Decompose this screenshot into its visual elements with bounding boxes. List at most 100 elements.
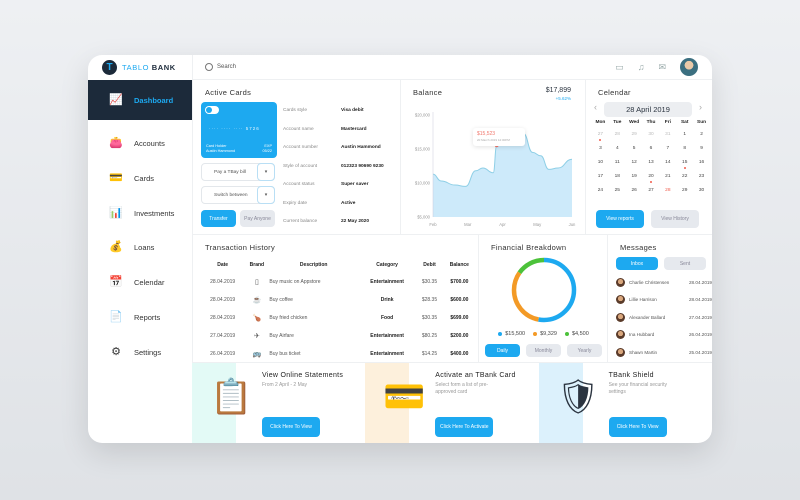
promo-button[interactable]: Click Here To View [262, 417, 320, 437]
pay-bill-select[interactable]: Pay a TBay bill ▾ [201, 163, 275, 181]
calendar-day[interactable]: 4 [615, 146, 619, 151]
bank-card[interactable]: ···· ···· ···· 5726 Card Holder Austin Ha… [201, 102, 277, 158]
sidebar-item-celendar[interactable]: 📅 Celendar [88, 262, 192, 302]
calendar-day[interactable]: 5 [632, 146, 636, 151]
calendar-day[interactable]: 27 [592, 130, 609, 142]
message-date: 26.04.2019 [689, 332, 712, 337]
calendar-day[interactable]: 12 [631, 160, 637, 165]
calendar-day[interactable]: 11 [614, 160, 620, 165]
calendar-day[interactable]: 1 [683, 132, 687, 137]
donut-segment[interactable] [511, 257, 577, 323]
calendar-day[interactable]: 18 [614, 174, 620, 179]
sidebar-item-investments[interactable]: 📊 Investments [88, 193, 192, 233]
calendar-day[interactable]: 28 [614, 132, 620, 137]
view-history-button[interactable]: View History [651, 210, 699, 228]
weekday-label: Wed [629, 120, 640, 125]
sidebar-item-cards[interactable]: 💳 Cards [88, 158, 192, 198]
breakdown-donut [511, 257, 577, 323]
sidebar-item-label: Settings [134, 347, 162, 357]
breakdown-tab-monthly[interactable]: Monthly [526, 344, 561, 357]
calendar-day[interactable]: 6 [649, 146, 653, 151]
calendar-day[interactable]: 30 [698, 188, 705, 193]
calendar-day[interactable]: 20 [643, 172, 660, 184]
promo-button[interactable]: Click Here To View [608, 417, 667, 437]
y-tick-label: $10,000 [415, 181, 431, 186]
calendar-day[interactable]: 3 [599, 146, 602, 151]
calendar-day[interactable]: 29 [631, 132, 637, 137]
view-reports-button[interactable]: View reports [596, 210, 644, 228]
sent-tab[interactable]: Sent [664, 257, 706, 270]
sidebar-item-settings[interactable]: ⚙ Settings [88, 332, 192, 372]
donut-segment[interactable] [511, 257, 577, 323]
calendar-day[interactable]: 23 [698, 174, 705, 179]
calendar-day[interactable]: 14 [665, 160, 671, 165]
table-row[interactable]: 28.04.2019 🍗 Buy fried chicken Food $30.35 $6… [201, 309, 476, 327]
calendar-day[interactable]: 29 [682, 188, 688, 193]
sidebar-item-reports[interactable]: 📄 Reports [88, 297, 192, 337]
sidebar-item-dashboard[interactable]: 📈 Dashboard [88, 80, 192, 120]
search-icon [205, 63, 213, 71]
message-item[interactable]: Charlie Christensen 28.04.2019 [616, 273, 712, 291]
search-input[interactable]: Search [205, 63, 236, 71]
calendar-day[interactable]: 19 [631, 174, 637, 179]
chat-icon[interactable]: ▭ [615, 61, 624, 72]
mail-icon[interactable]: ✉ [658, 61, 666, 72]
calendar-day[interactable]: 7 [666, 146, 670, 151]
card-toggle[interactable] [205, 106, 219, 114]
calendar-day[interactable]: 26 [631, 188, 637, 193]
breakdown-tab-yearly[interactable]: Yearly [567, 344, 602, 357]
balance-title: Balance [413, 88, 443, 97]
calendar-day[interactable]: 10 [597, 160, 604, 165]
calendar-day[interactable]: 22 [682, 174, 688, 179]
messages-panel: Messages Inbox Sent Charlie Christensen 2… [607, 235, 712, 363]
category-cell: Food [381, 315, 394, 321]
calendar-day[interactable]: 2 [700, 132, 703, 137]
breakdown-tab-daily[interactable]: Daily [485, 344, 520, 357]
chevron-left-icon[interactable]: ‹ [594, 102, 597, 112]
calendar-day[interactable]: 31 [665, 132, 671, 137]
calendar-day[interactable]: 13 [648, 160, 654, 165]
table-row[interactable]: 28.04.2019 ▯ Buy music on Appstore Entertai… [201, 273, 476, 291]
y-tick-label: $20,000 [415, 113, 431, 118]
calendar-day[interactable]: 21 [665, 174, 671, 179]
calendar-day[interactable]: 16 [698, 160, 705, 165]
chevron-right-icon[interactable]: › [699, 102, 702, 112]
sidebar-item-accounts[interactable]: 👛 Accounts [88, 123, 192, 163]
pay-anyone-button[interactable]: Pay Anyone [240, 210, 275, 227]
message-date: 27.04.2019 [689, 314, 712, 320]
calendar-day[interactable]: 27 [648, 188, 654, 193]
logo[interactable]: T TABLO BANK [88, 55, 192, 80]
inbox-tab[interactable]: Inbox [616, 257, 658, 270]
calendar-day[interactable]: 8 [683, 146, 687, 151]
promo-text: From 2 April - 2 May [262, 382, 308, 388]
calendar-day[interactable]: 24 [597, 188, 604, 193]
balance-chart[interactable]: $5,000 $10,000 $15,000 $20,000 Feb Mar Apr May J… [401, 80, 586, 235]
active-cards-title: Active Cards [205, 88, 252, 97]
transfer-button[interactable]: Transfer [201, 210, 236, 227]
calendar-day[interactable]: 28 [665, 188, 671, 193]
message-item[interactable]: Alexander Ballard 27.04.2019 [616, 308, 712, 326]
brand-cell: ☕ [244, 291, 269, 309]
avatar[interactable] [680, 58, 698, 76]
promo-button[interactable]: Click Here To Activate [435, 417, 494, 437]
table-row[interactable]: 28.04.2019 ☕ Buy coffee Drink $28.35 $600.00 [201, 291, 476, 309]
message-item[interactable]: Lillie Harrison 28.04.2019 [616, 291, 712, 309]
switch-between-select[interactable]: Switch between ▾ [201, 186, 275, 204]
detail-label: Account name [283, 126, 314, 132]
balance-amount: $17,899 +5.62% [546, 87, 571, 101]
table-row[interactable]: 27.04.2019 ✈ Buy Airfare Entertainment $80.2… [201, 327, 476, 345]
bus-icon: 🚌 [252, 351, 262, 358]
calendar-day[interactable]: 25 [614, 188, 620, 193]
message-item[interactable]: Ina Hubbard 26.04.2019 [616, 326, 712, 344]
sidebar-item-loans[interactable]: 💰 Loans [88, 227, 192, 267]
calendar-day[interactable]: 30 [648, 132, 654, 137]
calendar-date[interactable]: 28 April 2019 [604, 102, 692, 117]
calendar-day[interactable]: 9 [700, 146, 703, 151]
table-row[interactable]: 26.04.2019 🚌 Buy bus ticket Entertainment $1… [201, 345, 476, 363]
chevron-down-icon[interactable]: ▾ [257, 186, 275, 204]
chevron-down-icon[interactable]: ▾ [257, 163, 275, 181]
bell-icon[interactable]: ♫ [637, 62, 645, 72]
message-item[interactable]: Shawn Martin 25.04.2019 [616, 343, 712, 361]
calendar-day[interactable]: 15 [676, 158, 693, 170]
calendar-day[interactable]: 17 [597, 174, 604, 179]
